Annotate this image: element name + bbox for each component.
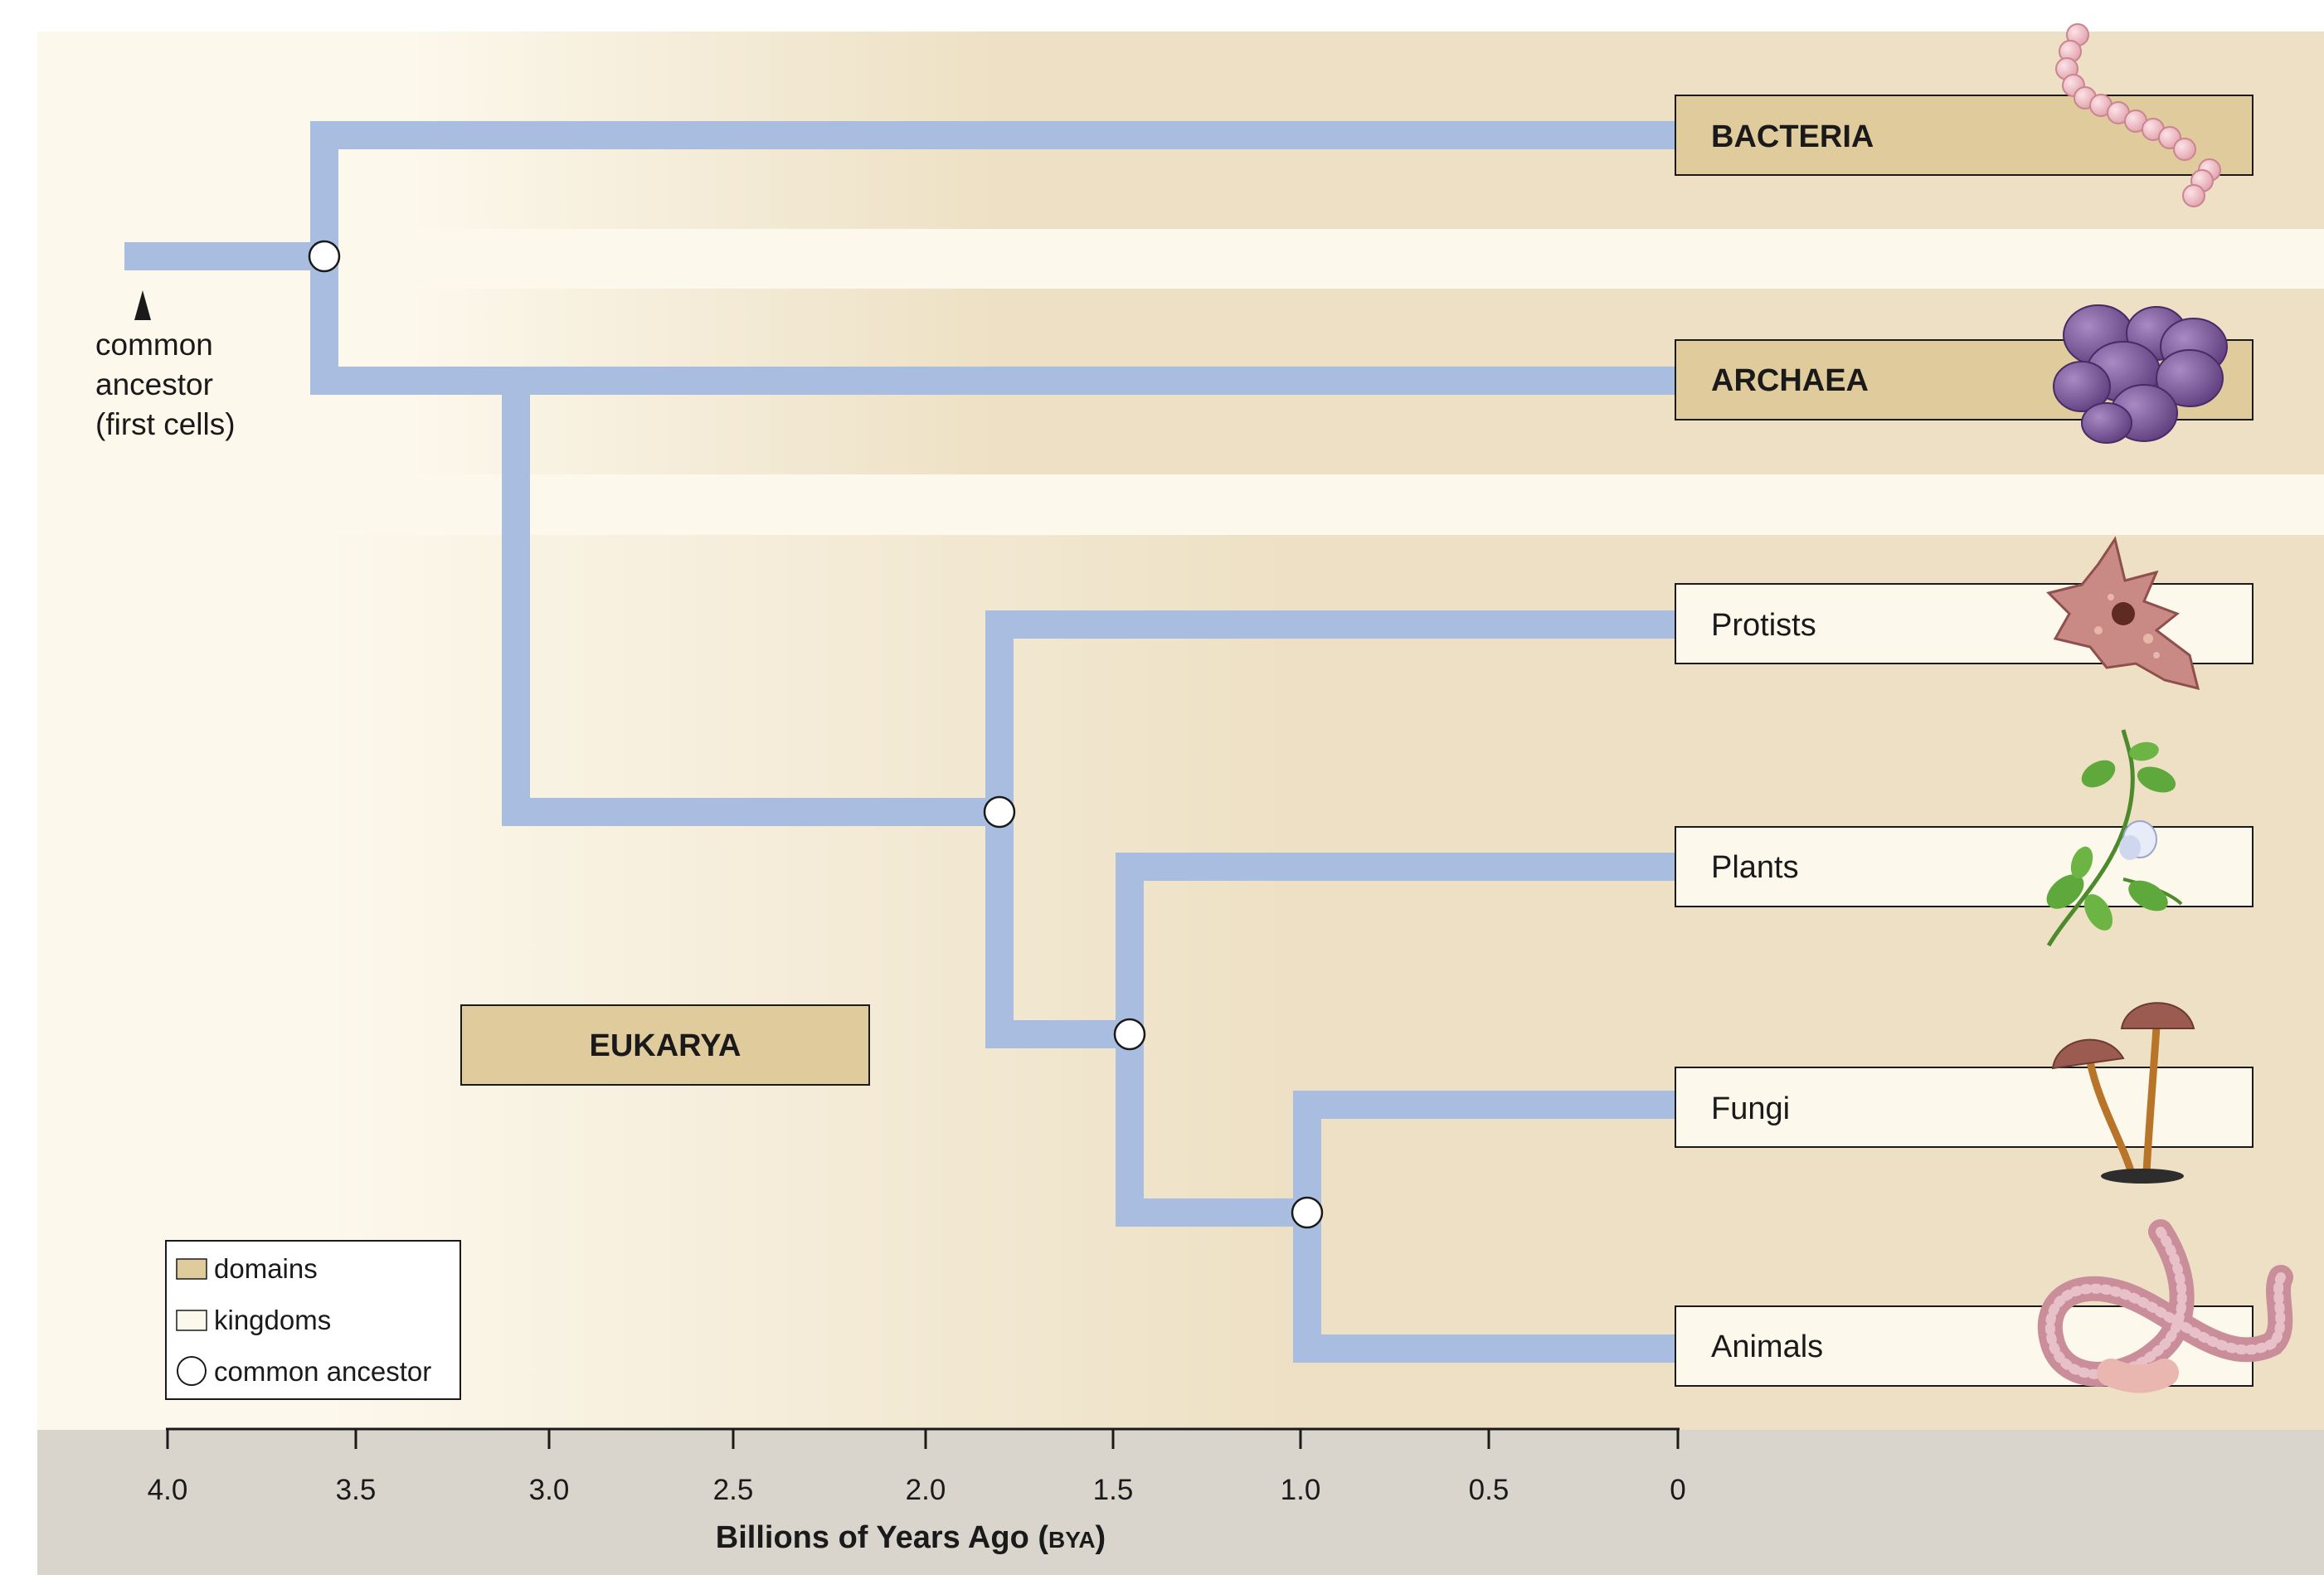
axis-title-abbr: BYA [1048,1527,1096,1553]
fungi-box [1675,1067,2254,1148]
earthworm-icon [2037,1219,2293,1393]
plants-label: Plants [1711,850,1799,885]
plants-fungi-animals-stem [985,812,1130,1048]
bacteria-branch [310,121,1675,256]
archaea-branch [310,256,1675,395]
legend: domains kingdoms common ancestor [165,1240,461,1400]
common-ancestor-annotation: common ancestor (first cells) [95,290,236,441]
animals-label: Animals [1711,1330,1823,1364]
archaea-label: ARCHAEA [1711,363,1869,398]
common-ancestor-line-3: (first cells) [95,407,236,441]
axis-tick-label: 3.0 [529,1474,570,1506]
animals-branch [1293,1213,1675,1363]
legend-ancestor-label: common ancestor [214,1356,431,1387]
ancestor-node [308,240,341,273]
axis-tick-label: 1.5 [1093,1474,1134,1506]
ancestor-node [983,795,1016,829]
fungi-animals-stem [1116,1034,1307,1227]
fungi-label: Fungi [1711,1091,1790,1126]
axis-title-main: Billions of Years Ago ( [716,1520,1049,1555]
ancestor-nodes [308,240,1324,1229]
common-ancestor-line-1: common [95,328,213,362]
archaea-cluster-icon [2053,304,2228,444]
eukarya-label: EUKARYA [589,1028,741,1063]
pea-plant-icon [2046,729,2183,947]
common-ancestor-line-2: ancestor [95,367,213,401]
eukarya-box [460,1004,870,1086]
axis-tick-label: 2.0 [906,1474,946,1506]
mushroom-icon [2051,1002,2195,1184]
taxon-labels: BACTERIA ARCHAEA Protists Plants Fungi A… [589,119,1874,1364]
legend-domains-label: domains [214,1253,318,1284]
axis-tick-label: 2.5 [713,1474,754,1506]
axis-tick-label: 1.0 [1281,1474,1321,1506]
bacteria-label: BACTERIA [1711,119,1874,154]
axis-title: Billions of Years Ago (BYA) [716,1520,1106,1555]
protists-label: Protists [1711,608,1816,643]
axis-tick-label: 0 [1670,1474,1685,1506]
protists-branch [985,610,1675,812]
fungi-branch [1293,1091,1675,1213]
axis-bar [37,1430,2324,1575]
amoeba-icon [2046,536,2200,691]
axis-tick-label: 3.5 [336,1474,377,1506]
tree-branches [124,121,1675,1363]
legend-kingdom-swatch [176,1310,207,1331]
legend-domain-swatch [176,1258,207,1280]
legend-kingdoms-label: kingdoms [214,1305,331,1335]
ancestor-node [1291,1196,1324,1229]
plants-branch [1116,853,1675,1034]
axis-tick-label: 4.0 [148,1474,188,1506]
ancestor-node [1113,1018,1146,1051]
bacteria-chain-icon [2055,23,2221,207]
legend-box [165,1240,461,1400]
time-axis: 4.0 3.5 3.0 2.5 2.0 1.5 1.0 0.5 0 Billio… [148,1427,1686,1555]
legend-ancestor-swatch [177,1356,207,1386]
axis-title-end: ) [1096,1520,1106,1555]
axis-tick-label: 0.5 [1469,1474,1510,1506]
eukarya-stem [502,381,999,826]
pointer-arrow-icon [134,290,151,320]
